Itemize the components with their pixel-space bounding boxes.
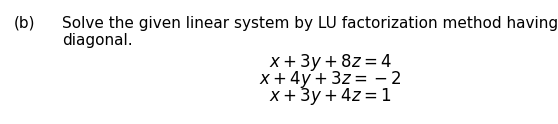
- Text: $x + 3y + 8z = 4$: $x + 3y + 8z = 4$: [268, 52, 391, 73]
- Text: $x + 4y + 3z = -2$: $x + 4y + 3z = -2$: [259, 69, 401, 90]
- Text: (b): (b): [14, 16, 36, 31]
- Text: diagonal.: diagonal.: [62, 33, 133, 48]
- Text: $x + 3y + 4z = 1$: $x + 3y + 4z = 1$: [269, 86, 391, 107]
- Text: Solve the given linear system by LU factorization method having U as unit: Solve the given linear system by LU fact…: [62, 16, 558, 31]
